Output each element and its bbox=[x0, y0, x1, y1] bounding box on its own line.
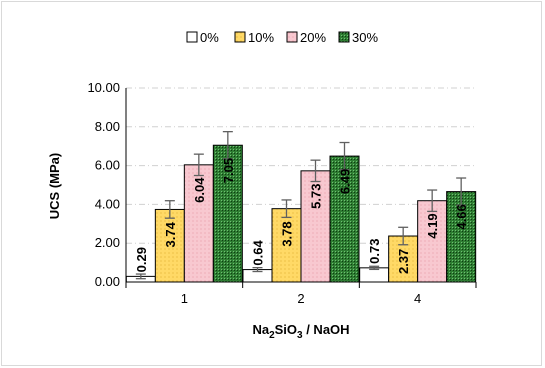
data-label: 6.04 bbox=[192, 177, 207, 203]
legend-label: 20% bbox=[300, 30, 326, 45]
y-tick-label: 8.00 bbox=[95, 119, 120, 134]
legend-label: 10% bbox=[248, 30, 274, 45]
data-label: 3.74 bbox=[163, 221, 178, 247]
axes: 0.00 2.00 4.00 6.00 8.00 10.00 1 2 4 bbox=[87, 80, 477, 306]
data-label: 0.73 bbox=[367, 239, 382, 264]
y-tick-label: 6.00 bbox=[95, 158, 120, 173]
legend-swatch bbox=[186, 31, 198, 43]
x-axis-title: Na2SiO3 / NaOH bbox=[252, 322, 349, 341]
data-label: 6.49 bbox=[338, 169, 353, 194]
legend-swatch bbox=[338, 31, 350, 43]
bar-30pct-2 bbox=[329, 155, 360, 283]
data-label: 0.64 bbox=[251, 240, 266, 266]
x-tick-label: 2 bbox=[297, 291, 304, 306]
bar-30pct-4 bbox=[446, 191, 477, 283]
data-label: 2.37 bbox=[396, 249, 411, 274]
y-tick-label: 0.00 bbox=[95, 274, 120, 289]
data-labels: 0.29 3.74 6.04 7.05 0.64 3.78 5.73 6.49 0.73 2.37… bbox=[134, 158, 469, 274]
y-axis-title: UCS (MPa) bbox=[47, 153, 62, 219]
data-label: 5.73 bbox=[309, 184, 324, 209]
bar-20pct-4 bbox=[417, 200, 448, 283]
x-tick-label: 4 bbox=[414, 291, 421, 306]
y-tick-label: 10.00 bbox=[87, 80, 120, 95]
x-tick-label: 1 bbox=[181, 291, 188, 306]
legend-swatch bbox=[234, 31, 246, 43]
data-label: 3.78 bbox=[280, 221, 295, 246]
data-label: 7.05 bbox=[221, 158, 236, 183]
bar-30pct-1 bbox=[212, 144, 243, 283]
legend-label: 0% bbox=[200, 30, 219, 45]
y-tick-label: 2.00 bbox=[95, 235, 120, 250]
legend-swatch bbox=[286, 31, 298, 43]
data-label: 4.66 bbox=[454, 204, 469, 229]
bars bbox=[125, 130, 477, 283]
legend-label: 30% bbox=[352, 30, 378, 45]
bar-20pct-2 bbox=[300, 170, 331, 283]
data-label: 0.29 bbox=[134, 247, 149, 272]
data-label: 4.19 bbox=[425, 213, 440, 238]
y-tick-label: 4.00 bbox=[95, 196, 120, 211]
legend: 0% 10% 20% 30% bbox=[186, 30, 378, 45]
